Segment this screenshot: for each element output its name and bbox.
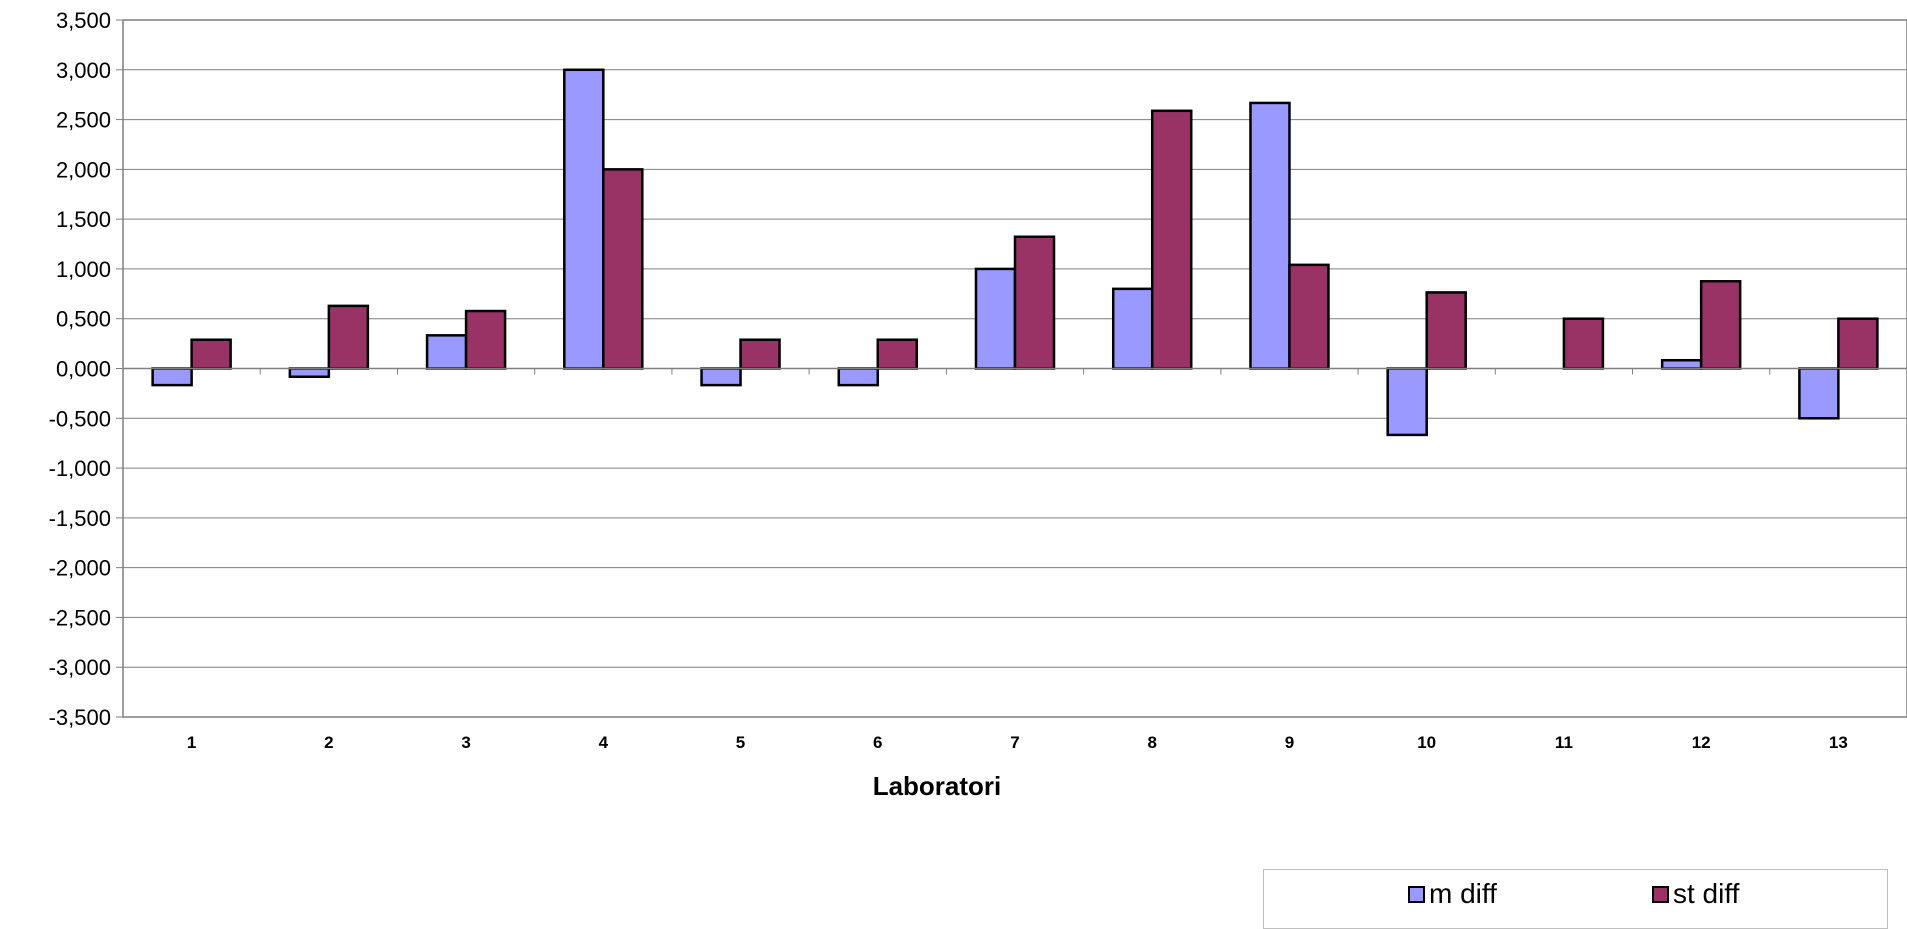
bar-m-diff-9 [1249, 101, 1291, 370]
bar-st-diff-2 [327, 304, 370, 370]
x-tick-label: 10 [1417, 733, 1436, 752]
y-tick-labels: 3,500 3,000 2,500 2,000 1,500 1,000 0,500 0,000… [49, 8, 111, 730]
legend-label-st-diff: st diff [1673, 878, 1740, 909]
bar-m-diff-13 [1798, 367, 1840, 420]
y-tick-label: 1,500 [56, 207, 111, 232]
bar-st-diff-12 [1699, 280, 1742, 370]
bar-st-diff-7 [1013, 235, 1056, 370]
bars [151, 68, 1879, 437]
x-tick-label: 9 [1285, 733, 1294, 752]
y-tick-label: 3,000 [56, 58, 111, 83]
y-tick-label: 0,500 [56, 307, 111, 332]
x-tick-label: 13 [1829, 733, 1848, 752]
bar-st-diff-3 [464, 309, 507, 370]
axes [122, 19, 1907, 718]
x-tick-label: 2 [324, 733, 333, 752]
y-tick-label: 3,500 [56, 8, 111, 33]
bar-st-diff-10 [1425, 291, 1467, 370]
x-tick-label: 11 [1555, 733, 1573, 752]
legend-item-st-diff: st diff [1652, 878, 1739, 910]
y-tick-label: 1,000 [56, 257, 111, 282]
bar-m-diff-2 [288, 367, 331, 379]
bar-m-diff-6 [837, 367, 880, 387]
bar-st-diff-1 [190, 338, 232, 370]
bar-st-diff-11 [1562, 317, 1605, 370]
bar-st-diff-9 [1288, 263, 1330, 370]
legend: m diff st diff [1263, 869, 1888, 929]
bar-m-diff-5 [700, 367, 742, 387]
bar-st-diff-6 [876, 338, 919, 370]
x-tick-label: 6 [873, 733, 882, 752]
bar-m-diff-3 [425, 334, 468, 370]
y-tick-label: -3,000 [49, 655, 111, 680]
bar-st-diff-13 [1837, 317, 1879, 370]
legend-item-m-diff: m diff [1408, 878, 1497, 910]
x-tick-labels: 1 2 3 4 5 6 7 8 9 10 11 12 13 [187, 733, 1848, 752]
x-tick-label: 4 [599, 733, 609, 752]
bar-m-diff-1 [151, 367, 193, 387]
x-axis-label: Laboratori [873, 771, 1002, 801]
bar-st-diff-5 [739, 338, 781, 370]
y-tick-label: 0,000 [56, 357, 111, 382]
y-tick-label: 2,500 [56, 108, 111, 133]
y-tick-label: -2,000 [49, 556, 111, 581]
y-tick-label: 2,000 [56, 157, 111, 182]
bar-m-diff-7 [974, 267, 1017, 370]
bar-st-diff-8 [1150, 109, 1193, 370]
legend-swatch-st-diff [1652, 885, 1669, 903]
y-tick-label: -2,500 [49, 605, 111, 630]
bar-m-diff-4 [563, 68, 605, 370]
x-tick-label: 12 [1692, 733, 1711, 752]
x-tick-label: 3 [461, 733, 470, 752]
bar-m-diff-10 [1386, 367, 1428, 437]
y-tick-label: -0,500 [49, 406, 111, 431]
y-tick-label: -1,000 [49, 456, 111, 481]
x-tick-label: 7 [1010, 733, 1019, 752]
x-tick-label: 8 [1147, 733, 1156, 752]
legend-label-m-diff: m diff [1429, 878, 1497, 909]
x-tick-label: 5 [736, 733, 745, 752]
legend-swatch-m-diff [1408, 885, 1425, 903]
y-tick-label: -1,500 [49, 506, 111, 531]
x-tick-label: 1 [187, 733, 196, 752]
y-tick-label: -3,500 [49, 705, 111, 730]
bar-m-diff-12 [1660, 358, 1703, 370]
bar-m-diff-8 [1111, 287, 1154, 370]
bar-st-diff-4 [602, 168, 644, 370]
